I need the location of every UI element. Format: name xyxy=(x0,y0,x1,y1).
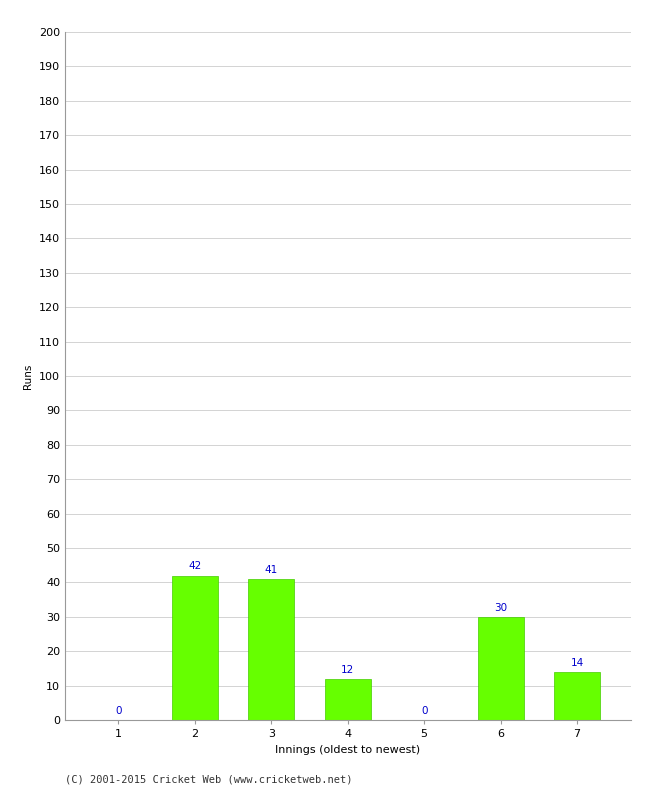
Text: 41: 41 xyxy=(265,565,278,575)
Bar xyxy=(554,672,600,720)
Text: (C) 2001-2015 Cricket Web (www.cricketweb.net): (C) 2001-2015 Cricket Web (www.cricketwe… xyxy=(65,774,352,784)
X-axis label: Innings (oldest to newest): Innings (oldest to newest) xyxy=(275,745,421,754)
Text: 12: 12 xyxy=(341,665,354,674)
Text: 42: 42 xyxy=(188,562,202,571)
Text: 0: 0 xyxy=(421,706,428,716)
Bar xyxy=(325,678,370,720)
Bar xyxy=(248,579,294,720)
Bar xyxy=(478,617,523,720)
Text: 0: 0 xyxy=(115,706,122,716)
Bar xyxy=(172,575,218,720)
Text: 30: 30 xyxy=(494,602,507,613)
Y-axis label: Runs: Runs xyxy=(23,363,33,389)
Text: 14: 14 xyxy=(571,658,584,668)
